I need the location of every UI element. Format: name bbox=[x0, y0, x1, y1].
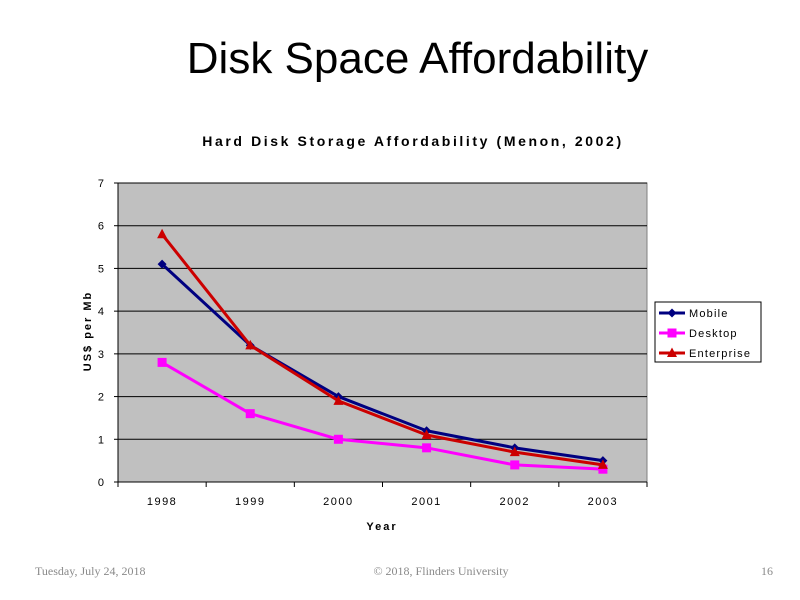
data-point-desktop bbox=[157, 357, 167, 367]
x-tick-label: 1999 bbox=[235, 496, 265, 508]
legend-label-enterprise: Enterprise bbox=[689, 348, 751, 360]
data-point-enterprise bbox=[157, 228, 168, 239]
x-tick-label: 2000 bbox=[323, 496, 353, 508]
series-line-mobile bbox=[161, 263, 604, 463]
y-tick-label: 1 bbox=[98, 434, 104, 446]
data-point-enterprise bbox=[333, 395, 344, 405]
data-point-enterprise bbox=[421, 429, 432, 440]
chart-legend: Mobile Desktop Enterprise bbox=[654, 301, 762, 363]
x-tick-label: 2003 bbox=[588, 496, 618, 508]
legend-marker-desktop bbox=[667, 328, 677, 338]
x-axis-label: Year bbox=[366, 521, 397, 533]
y-tick-label: 3 bbox=[98, 349, 104, 361]
footer-copyright: © 2018, Flinders University bbox=[373, 564, 509, 578]
x-tick-label: 2001 bbox=[411, 496, 441, 508]
series-line-enterprise bbox=[160, 233, 604, 467]
y-axis-label: US$ per Mb bbox=[82, 291, 94, 372]
y-tick-label: 2 bbox=[98, 392, 104, 404]
legend-label-desktop: Desktop bbox=[689, 328, 738, 340]
y-tick-label: 5 bbox=[98, 263, 104, 275]
data-point-desktop bbox=[598, 464, 608, 474]
y-tick-label: 4 bbox=[98, 306, 104, 318]
y-tick-label: 6 bbox=[98, 221, 104, 233]
plot-area bbox=[117, 182, 648, 483]
data-point-desktop bbox=[333, 434, 343, 444]
data-point-mobile bbox=[157, 259, 167, 269]
data-point-enterprise bbox=[509, 446, 520, 457]
footer-date: Tuesday, July 24, 2018 bbox=[35, 564, 146, 578]
x-tick-label: 1998 bbox=[147, 496, 177, 508]
legend-marker-mobile bbox=[667, 308, 677, 318]
x-tick-label: 2002 bbox=[500, 496, 530, 508]
y-tick-label: 7 bbox=[98, 178, 104, 190]
data-point-desktop bbox=[245, 409, 255, 419]
data-point-desktop bbox=[422, 443, 432, 453]
footer-page-number: 16 bbox=[761, 564, 773, 578]
data-point-desktop bbox=[510, 460, 520, 470]
chart-title: Hard Disk Storage Affordability (Menon, … bbox=[202, 133, 623, 149]
data-point-enterprise bbox=[597, 459, 608, 469]
data-point-enterprise bbox=[245, 339, 256, 350]
legend-marker-enterprise bbox=[667, 347, 677, 357]
slide-title: Disk Space Affordability bbox=[186, 34, 649, 83]
legend-label-mobile: Mobile bbox=[689, 308, 729, 320]
series-line-desktop bbox=[161, 361, 603, 471]
y-tick-label: 0 bbox=[98, 477, 104, 489]
